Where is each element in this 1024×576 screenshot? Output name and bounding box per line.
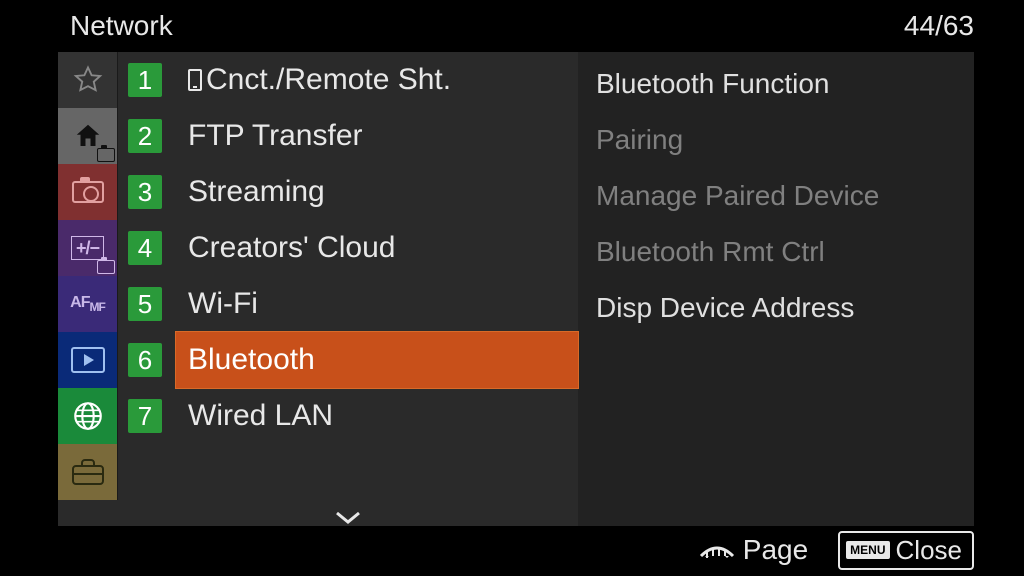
detail-label: Manage Paired Device — [596, 180, 879, 212]
tab-filler — [58, 500, 118, 526]
submenu-item-creators-cloud[interactable]: 4 Creators' Cloud — [118, 220, 578, 276]
submenu-item-ftp[interactable]: 2 FTP Transfer — [118, 108, 578, 164]
menu-title: Network — [70, 10, 173, 42]
camera-badge-icon — [97, 148, 115, 162]
page-control-hint: Page — [697, 534, 808, 566]
menu-badge-icon: MENU — [846, 541, 889, 559]
submenu-item-wired-lan[interactable]: 7 Wired LAN — [118, 388, 578, 444]
item-number: 1 — [128, 63, 162, 97]
detail-item-manage-paired[interactable]: Manage Paired Device — [578, 168, 974, 224]
star-icon — [73, 65, 103, 95]
exposure-icon: +/− — [71, 236, 104, 260]
camera-icon — [72, 181, 104, 203]
toolbox-icon — [71, 458, 105, 486]
close-label: Close — [896, 535, 962, 566]
item-number: 4 — [128, 231, 162, 265]
detail-label: Disp Device Address — [596, 292, 854, 324]
tab-main[interactable] — [58, 108, 118, 164]
submenu-item-bluetooth[interactable]: 6 Bluetooth — [118, 332, 578, 388]
tab-exposure[interactable]: +/− — [58, 220, 118, 276]
detail-list: Bluetooth Function Pairing Manage Paired… — [578, 52, 974, 526]
submenu-item-wifi[interactable]: 5 Wi-Fi — [118, 276, 578, 332]
submenu-list: 1 Cnct./Remote Sht. 2 FTP Transfer 3 Str… — [118, 52, 578, 526]
tab-focus[interactable]: AFMF — [58, 276, 118, 332]
submenu-item-connect[interactable]: 1 Cnct./Remote Sht. — [118, 52, 578, 108]
home-icon — [73, 121, 103, 151]
menu-footer: Page MENU Close — [58, 528, 974, 572]
close-button[interactable]: MENU Close — [838, 531, 974, 570]
af-mf-icon: AFMF — [70, 294, 105, 314]
item-label-wrap: Cnct./Remote Sht. — [176, 52, 578, 108]
camera-menu-screen: Network 44/63 +/− — [0, 0, 1024, 576]
detail-label: Pairing — [596, 124, 683, 156]
menu-body: +/− AFMF — [58, 52, 974, 526]
detail-item-bt-function[interactable]: Bluetooth Function — [578, 56, 974, 112]
playback-icon — [71, 347, 105, 373]
detail-item-device-address[interactable]: Disp Device Address — [578, 280, 974, 336]
item-number: 7 — [128, 399, 162, 433]
detail-item-bt-remote[interactable]: Bluetooth Rmt Ctrl — [578, 224, 974, 280]
page-label: Page — [743, 534, 808, 566]
smartphone-icon — [188, 69, 202, 91]
tab-shooting[interactable] — [58, 164, 118, 220]
item-number: 2 — [128, 119, 162, 153]
item-label: Wi-Fi — [188, 287, 258, 321]
control-wheel-icon — [697, 542, 737, 558]
camera-badge-icon — [97, 260, 115, 274]
item-number: 3 — [128, 175, 162, 209]
item-label: Creators' Cloud — [188, 231, 395, 265]
item-label: Cnct./Remote Sht. — [206, 63, 451, 97]
category-tabs: +/− AFMF — [58, 52, 118, 526]
item-label: Bluetooth — [188, 343, 315, 377]
detail-label: Bluetooth Function — [596, 68, 830, 100]
menu-header: Network 44/63 — [70, 6, 974, 46]
tab-setup[interactable] — [58, 444, 118, 500]
item-label: Streaming — [188, 175, 325, 209]
item-label: Wired LAN — [188, 399, 333, 433]
tab-network[interactable] — [58, 388, 118, 444]
item-number: 6 — [128, 343, 162, 377]
item-number: 5 — [128, 287, 162, 321]
item-label: FTP Transfer — [188, 119, 363, 153]
tab-playback[interactable] — [58, 332, 118, 388]
page-counter: 44/63 — [904, 10, 974, 42]
submenu-item-streaming[interactable]: 3 Streaming — [118, 164, 578, 220]
detail-item-pairing[interactable]: Pairing — [578, 112, 974, 168]
tab-favorites[interactable] — [58, 52, 118, 108]
detail-label: Bluetooth Rmt Ctrl — [596, 236, 825, 268]
globe-icon — [71, 399, 105, 433]
